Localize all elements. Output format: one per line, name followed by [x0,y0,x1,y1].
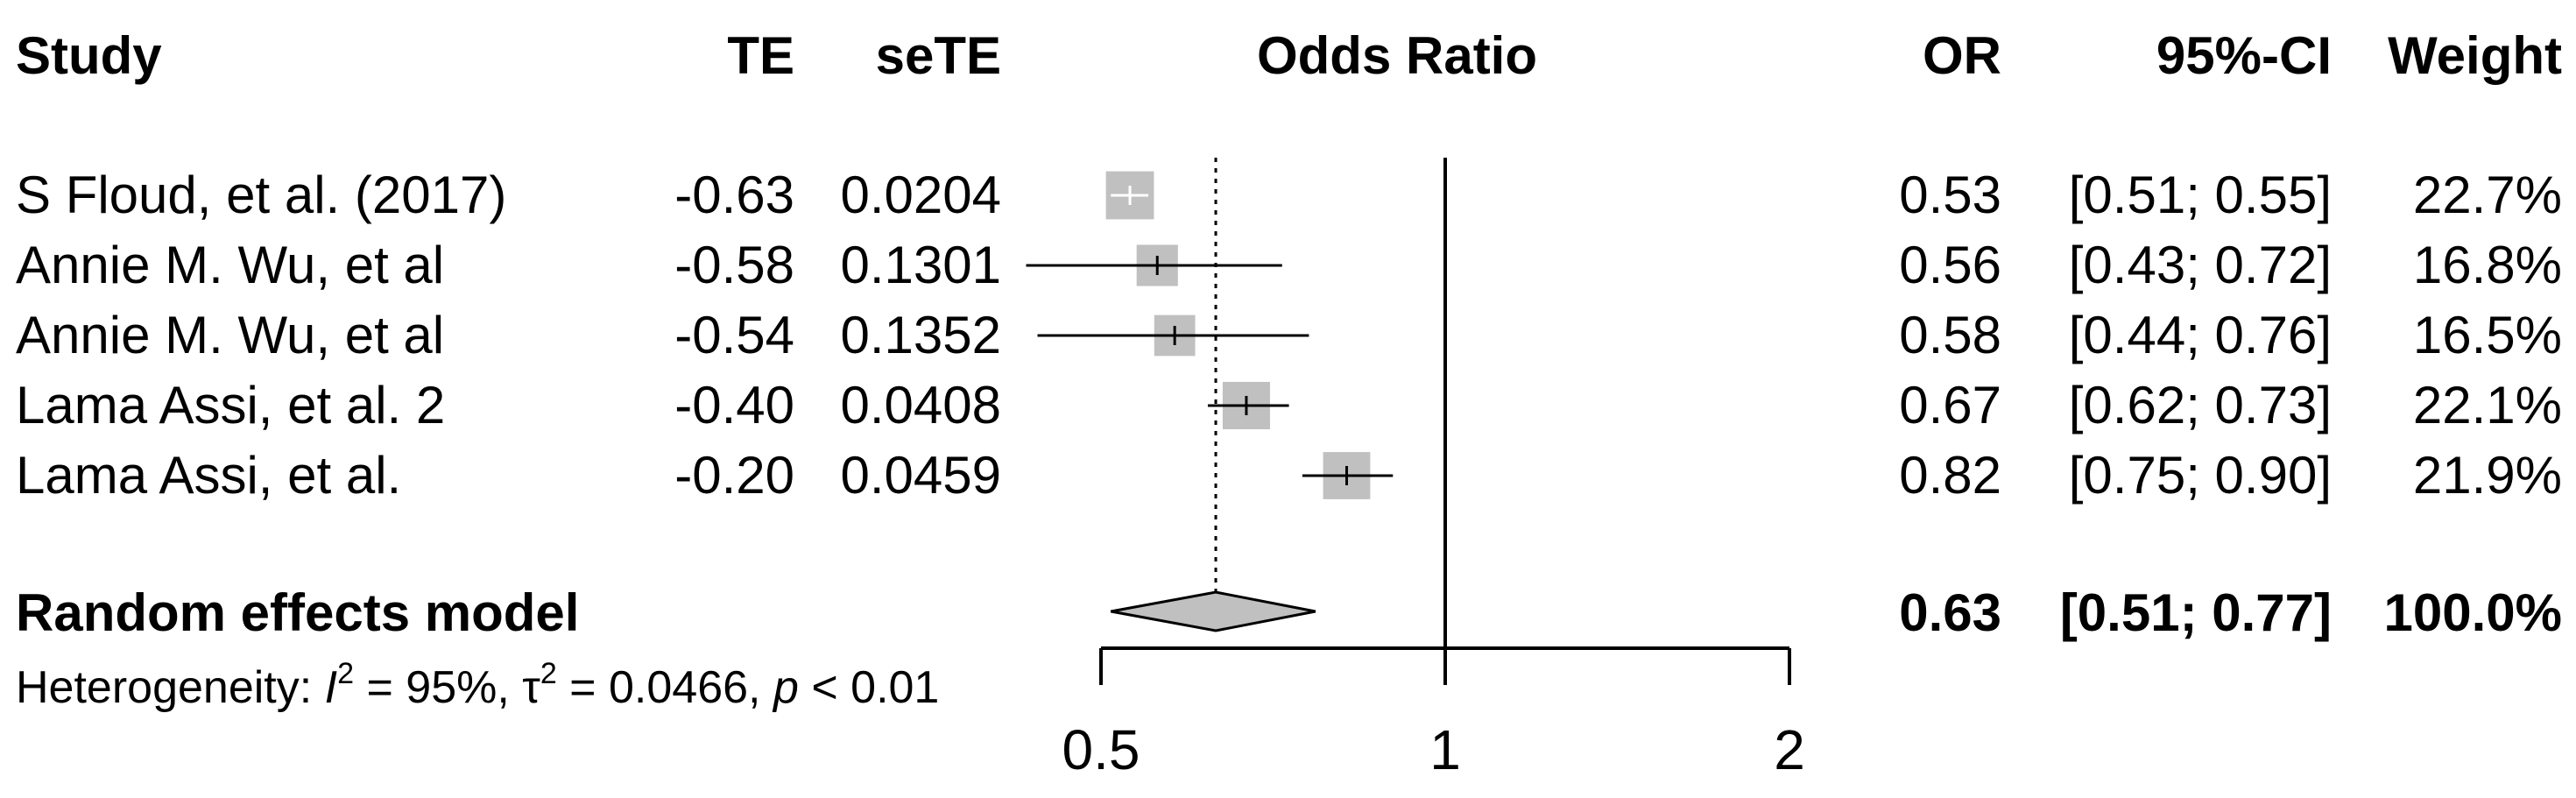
pooled-diamond [1110,590,1316,632]
study-name: Lama Assi, et al. 2 [16,376,445,434]
study-name: S Floud, et al. (2017) [16,166,506,224]
plot-area: 0.5 1 2 [1026,158,1805,781]
header-weight: Weight [2388,26,2562,85]
study-sete: 0.0408 [840,376,1001,434]
study-te: -0.54 [674,306,794,364]
study-te: -0.40 [674,376,794,434]
study-name: Lama Assi, et al. [16,446,401,505]
study-ci: [0.51; 0.55] [2069,166,2332,224]
study-or: 0.67 [1899,376,2001,434]
study-or: 0.53 [1899,166,2001,224]
study-sete: 0.1301 [840,236,1001,294]
axis-tick-label: 2 [1774,718,1805,781]
study-ci: [0.43; 0.72] [2069,236,2332,294]
pooled-label: Random effects model [16,583,579,642]
study-weight: 22.1% [2413,376,2562,434]
study-weight: 16.8% [2413,236,2562,294]
header-odds-ratio: Odds Ratio [1257,26,1537,85]
heterogeneity-i2: 95% [406,662,497,713]
header-ci: 95%-CI [2156,26,2332,85]
study-rows: S Floud, et al. (2017) -0.63 0.0204 0.53 [0.… [16,166,2562,505]
pooled-weight: 100.0% [2384,583,2563,642]
header-sete: seTE [876,26,1001,85]
study-te: -0.63 [674,166,794,224]
x-axis: 0.5 1 2 [1062,646,1805,781]
pooled-or: 0.63 [1899,583,2001,642]
study-ci: [0.44; 0.76] [2069,306,2332,364]
heterogeneity-tau2: 0.0466 [609,662,748,713]
study-or: 0.82 [1899,446,2001,505]
study-weight: 21.9% [2413,446,2562,505]
study-sete: 0.0459 [840,446,1001,505]
study-or: 0.56 [1899,236,2001,294]
heterogeneity-text: Heterogeneity: I2 = 95%, τ2 = 0.0466, p … [16,657,939,713]
study-name: Annie M. Wu, et al [16,306,444,364]
header-te: TE [727,26,794,85]
study-sete: 0.0204 [840,166,1001,224]
study-te: -0.58 [674,236,794,294]
study-ci: [0.75; 0.90] [2069,446,2332,505]
study-weight: 22.7% [2413,166,2562,224]
pooled-ci: [0.51; 0.77] [2060,583,2332,642]
study-ci: [0.62; 0.73] [2069,376,2332,434]
heterogeneity-prefix: Heterogeneity: [16,662,325,713]
study-or: 0.58 [1899,306,2001,364]
study-weight: 16.5% [2413,306,2562,364]
study-te: -0.20 [674,446,794,505]
header-study: Study [16,26,162,85]
study-name: Annie M. Wu, et al [16,236,444,294]
axis-tick-label: 1 [1429,718,1461,781]
study-marks [1026,171,1394,499]
study-sete: 0.1352 [840,306,1001,364]
axis-tick-label: 0.5 [1062,718,1140,781]
header-or: OR [1923,26,2001,85]
heterogeneity-p: < 0.01 [811,662,939,713]
